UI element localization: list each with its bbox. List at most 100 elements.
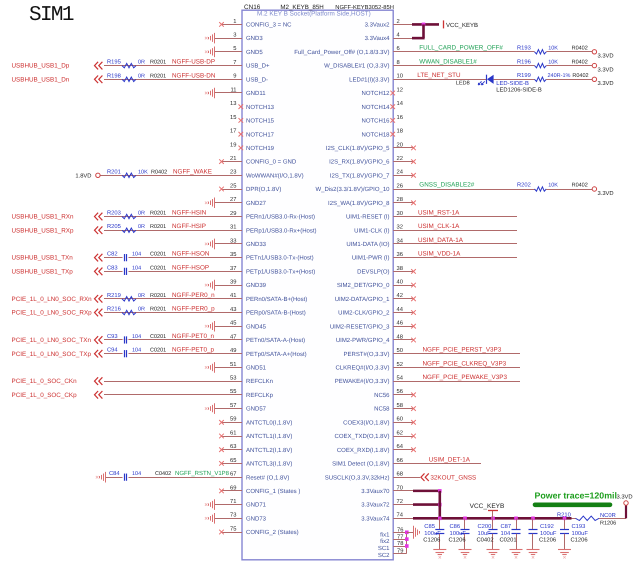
svg-text:100uF: 100uF	[450, 530, 467, 537]
svg-text:NOTCH15: NOTCH15	[246, 118, 275, 125]
svg-text:REFCLKn: REFCLKn	[246, 378, 273, 385]
svg-text:USBHUB_USB1_TXn: USBHUB_USB1_TXn	[12, 255, 74, 262]
svg-text:43: 43	[230, 306, 236, 313]
svg-text:104: 104	[501, 530, 511, 537]
svg-text:15: 15	[230, 115, 236, 121]
svg-text:NC58: NC58	[374, 406, 390, 413]
svg-text:DPR(O,1.8V): DPR(O,1.8V)	[246, 186, 281, 193]
svg-text:35: 35	[230, 251, 236, 258]
svg-text:100uF: 100uF	[424, 530, 441, 537]
svg-text:REFCLKp: REFCLKp	[246, 392, 274, 399]
svg-text:VCC_KEYB: VCC_KEYB	[446, 22, 478, 29]
svg-text:ANTCTL0(I,1.8V): ANTCTL0(I,1.8V)	[246, 419, 292, 426]
svg-text:GND5: GND5	[246, 49, 263, 56]
svg-text:3.3Vaux72: 3.3Vaux72	[361, 502, 390, 509]
svg-text:NC56: NC56	[374, 392, 390, 399]
svg-text:79: 79	[397, 547, 403, 554]
svg-text:PETn1/USB3.0-Tx-(Host): PETn1/USB3.0-Tx-(Host)	[246, 255, 314, 262]
svg-text:NGFF-USB-DN: NGFF-USB-DN	[172, 72, 216, 79]
svg-text:C0402: C0402	[155, 471, 171, 477]
svg-text:10: 10	[397, 73, 403, 80]
svg-text:USBHUB_USB1_RXp: USBHUB_USB1_RXp	[12, 227, 74, 234]
svg-text:10K: 10K	[548, 183, 558, 189]
svg-text:C1206: C1206	[423, 536, 440, 543]
svg-text:PCIE_1L_0_LN0_SOC_RXp: PCIE_1L_0_LN0_SOC_RXp	[12, 310, 93, 317]
svg-text:PCIE_1L_0_LN0_SOC_TXn: PCIE_1L_0_LN0_SOC_TXn	[12, 337, 92, 344]
svg-text:28: 28	[397, 196, 403, 203]
svg-text:UIM1-RESET (I): UIM1-RESET (I)	[346, 214, 390, 221]
svg-text:C1206: C1206	[571, 536, 588, 543]
svg-text:SUSCLK(O,3.3V,32kHz): SUSCLK(O,3.3V,32kHz)	[325, 474, 390, 481]
svg-text:GND73: GND73	[246, 515, 267, 522]
svg-text:Power trace=120mil: Power trace=120mil	[535, 491, 617, 501]
svg-text:I2S_RX(1.8V)/GPIO_6: I2S_RX(1.8V)/GPIO_6	[329, 159, 390, 166]
svg-text:3.3Vaux4: 3.3Vaux4	[365, 35, 391, 42]
svg-text:71: 71	[230, 499, 236, 505]
svg-text:R0402: R0402	[572, 46, 588, 52]
svg-text:5: 5	[233, 46, 236, 52]
svg-text:53: 53	[230, 375, 236, 382]
svg-text:25: 25	[230, 182, 236, 189]
svg-text:NOTCH19: NOTCH19	[246, 145, 275, 152]
svg-text:USBHUB_USB1_TXp: USBHUB_USB1_TXp	[12, 269, 74, 276]
svg-text:3.3VD: 3.3VD	[598, 80, 614, 87]
svg-text:R205: R205	[107, 223, 121, 230]
svg-text:Full_Card_Power_Off# (O,1.8/3.: Full_Card_Power_Off# (O,1.8/3.3V)	[294, 49, 389, 56]
svg-text:30: 30	[397, 210, 403, 217]
svg-text:77: 77	[397, 534, 403, 540]
svg-text:ANTCTL3(I,1.8V): ANTCTL3(I,1.8V)	[246, 461, 292, 468]
svg-text:74: 74	[397, 513, 404, 519]
svg-text:47: 47	[230, 334, 236, 340]
svg-text:NOTCH17: NOTCH17	[246, 131, 275, 138]
svg-text:C0201: C0201	[500, 536, 517, 543]
svg-text:3.3VD: 3.3VD	[617, 494, 633, 501]
svg-text:CN16: CN16	[244, 4, 261, 11]
svg-text:R0402: R0402	[572, 59, 588, 65]
svg-text:W_DISABLE#1 (O,3.3V): W_DISABLE#1 (O,3.3V)	[324, 63, 389, 70]
svg-text:39: 39	[230, 279, 236, 286]
svg-text:3: 3	[233, 32, 236, 39]
svg-text:USBHUB_USB1_RXn: USBHUB_USB1_RXn	[12, 214, 74, 221]
svg-text:UIM1-PWR (I): UIM1-PWR (I)	[352, 255, 390, 262]
svg-text:4: 4	[397, 33, 401, 39]
svg-text:76: 76	[397, 527, 403, 534]
svg-text:I2S_WA(1.8V)/GPIO_8: I2S_WA(1.8V)/GPIO_8	[328, 200, 390, 207]
svg-text:104: 104	[132, 348, 141, 354]
svg-text:PERp1/USB3.0-Rx+(Host): PERp1/USB3.0-Rx+(Host)	[246, 227, 317, 234]
svg-text:SC1: SC1	[378, 545, 390, 552]
svg-text:C83: C83	[107, 264, 118, 271]
svg-text:COEX_TXD(O,1.8V): COEX_TXD(O,1.8V)	[334, 433, 389, 440]
svg-text:ANTCTL2(I,1.8V): ANTCTL2(I,1.8V)	[246, 447, 292, 454]
svg-text:UIM2-PWR/GPIO_4: UIM2-PWR/GPIO_4	[336, 337, 390, 344]
svg-text:3.3VD: 3.3VD	[598, 66, 614, 73]
svg-text:14: 14	[397, 101, 404, 107]
svg-text:27: 27	[230, 196, 236, 203]
svg-text:10uF: 10uF	[478, 530, 492, 537]
svg-text:240R-1%: 240R-1%	[548, 73, 571, 79]
svg-text:NGFF-PET0_n: NGFF-PET0_n	[172, 333, 214, 340]
svg-text:72: 72	[397, 498, 403, 505]
svg-text:1: 1	[233, 19, 236, 25]
svg-text:NOTCH18: NOTCH18	[361, 131, 390, 138]
svg-text:R201: R201	[107, 168, 121, 175]
svg-text:USB_D-: USB_D-	[246, 76, 268, 83]
svg-text:NGFF-HSIP: NGFF-HSIP	[172, 223, 206, 230]
svg-text:C85: C85	[424, 523, 435, 530]
svg-text:31: 31	[230, 224, 236, 231]
svg-text:9: 9	[233, 73, 236, 80]
svg-text:CLKREQ#(I/O,3.3V): CLKREQ#(I/O,3.3V)	[335, 365, 389, 372]
svg-text:Reset# (O,1.8V): Reset# (O,1.8V)	[246, 474, 289, 481]
svg-text:12: 12	[397, 86, 403, 93]
svg-text:R1206: R1206	[600, 520, 616, 526]
svg-text:0R: 0R	[138, 211, 145, 217]
svg-text:UIM2-DATA/GPIO_1: UIM2-DATA/GPIO_1	[335, 296, 390, 303]
svg-text:GND27: GND27	[246, 200, 267, 207]
svg-text:SIM1: SIM1	[29, 4, 75, 27]
svg-text:LED-SIDE-B: LED-SIDE-B	[496, 80, 529, 87]
svg-text:WWAN_DISABLE1#: WWAN_DISABLE1#	[419, 58, 477, 65]
svg-text:NOTCH12: NOTCH12	[361, 90, 390, 97]
svg-text:fix2: fix2	[380, 538, 390, 545]
svg-text:45: 45	[230, 321, 236, 327]
svg-text:8: 8	[397, 59, 400, 66]
svg-text:LED1206-SIDE-B: LED1206-SIDE-B	[496, 87, 542, 94]
